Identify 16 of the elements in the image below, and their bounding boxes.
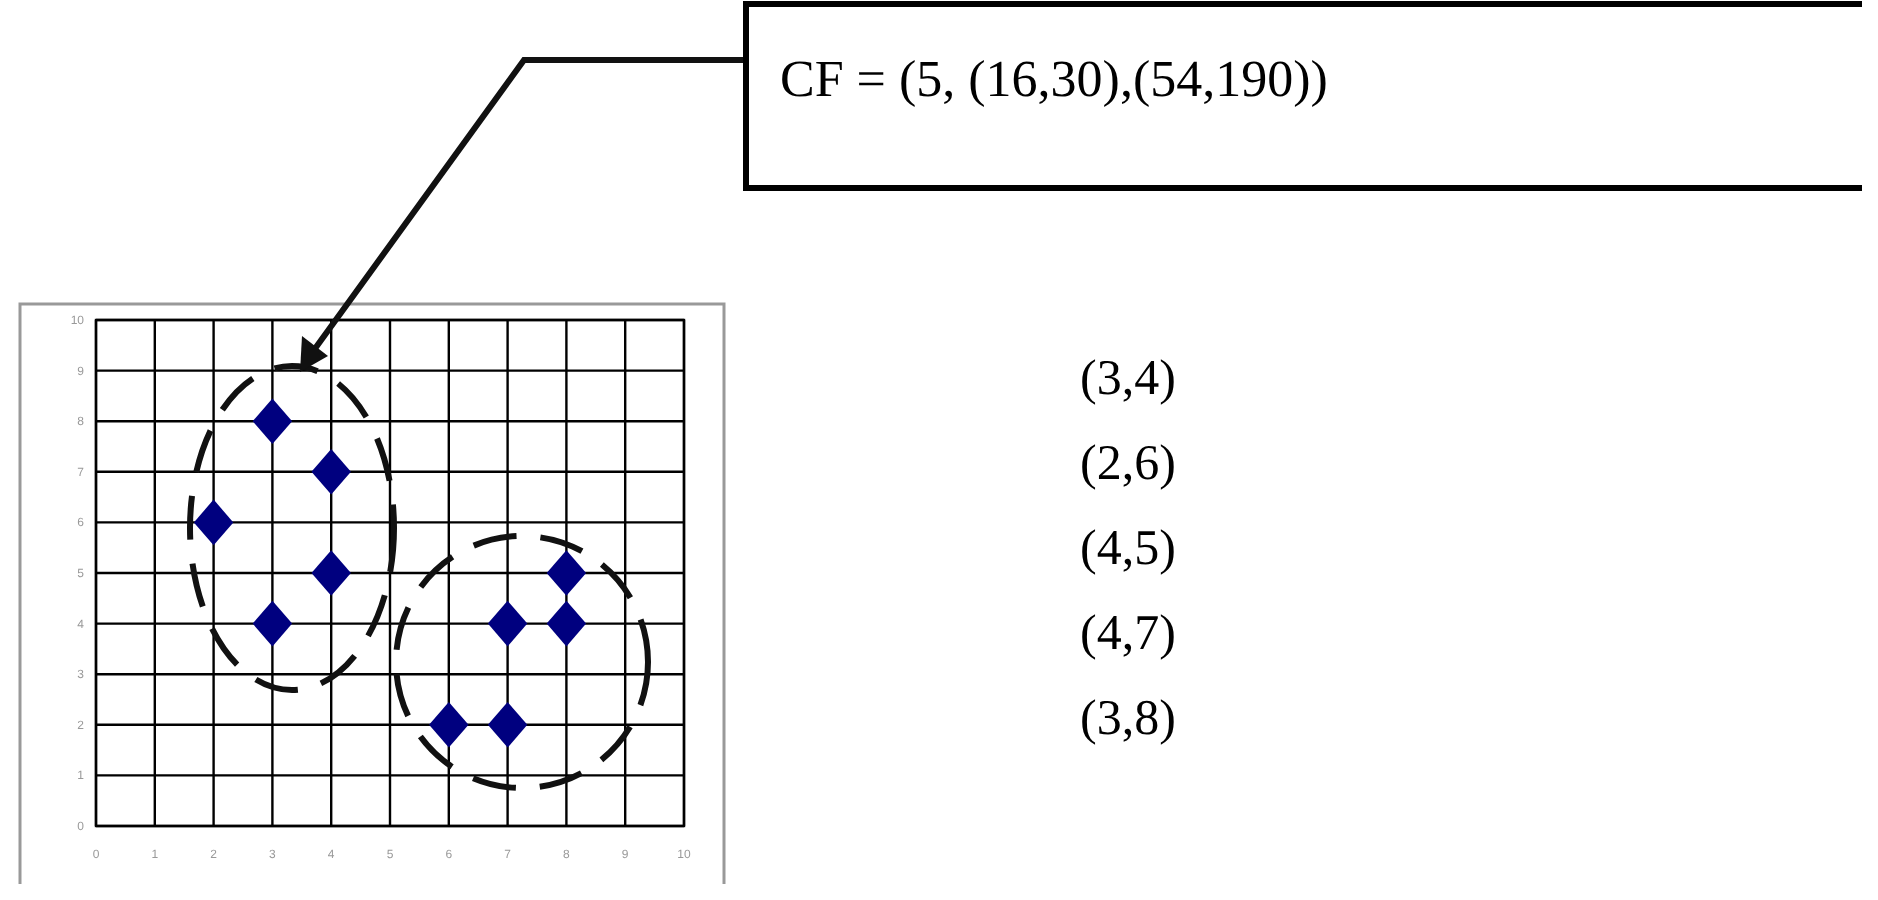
text: (3,4): [1080, 352, 1176, 406]
point: [546, 600, 587, 647]
point: [193, 499, 234, 546]
text: (2,6): [1080, 437, 1176, 491]
text: (4,7): [1080, 607, 1176, 661]
point: [546, 550, 587, 596]
point: [311, 449, 351, 495]
point: [487, 702, 528, 748]
text: (4,5): [1080, 522, 1176, 576]
text: CF = (5, (16,30),(54,190)): [780, 50, 1328, 108]
point: [429, 702, 469, 748]
text: (3,8): [1080, 692, 1176, 746]
point: [252, 398, 293, 444]
point: [252, 600, 293, 647]
point: [487, 600, 528, 647]
point: [311, 550, 351, 596]
